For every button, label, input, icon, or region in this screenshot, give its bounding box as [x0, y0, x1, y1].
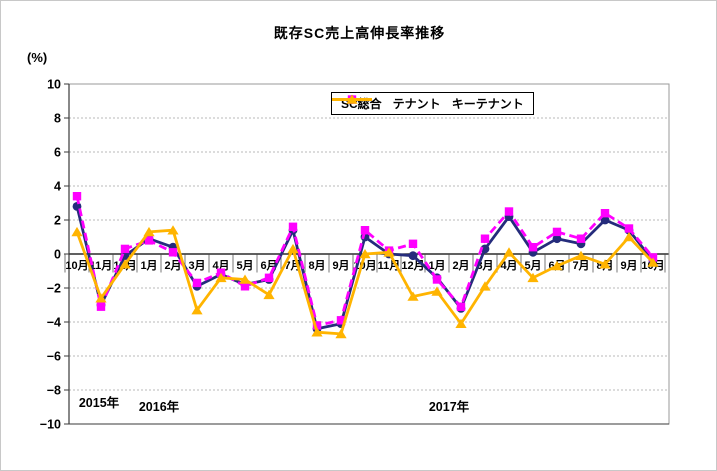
x-tick-label: 2月: [164, 259, 181, 272]
x-tick-label: 1月: [140, 259, 157, 272]
y-tick-label: 0: [54, 248, 61, 262]
data-point-marker: [432, 275, 442, 284]
data-point-marker: [408, 251, 418, 261]
data-point-marker: [527, 272, 539, 283]
data-point-marker: [503, 247, 515, 257]
x-tick-label: 2月: [452, 259, 469, 272]
data-point-marker: [552, 234, 562, 244]
data-point-marker: [192, 278, 202, 288]
data-point-marker: [167, 225, 179, 235]
data-point-marker: [528, 243, 538, 252]
data-point-marker: [480, 244, 490, 254]
data-point-marker: [599, 259, 611, 269]
data-point-marker: [480, 234, 490, 243]
data-point-marker: [336, 316, 346, 325]
data-point-marker: [120, 251, 130, 261]
data-point-marker: [191, 305, 203, 315]
data-point-marker: [455, 318, 467, 328]
y-tick-label: −6: [47, 350, 61, 364]
legend-marker-triangle-icon: [332, 94, 372, 104]
legend-marker-shape: [346, 94, 358, 104]
x-tick-label: 5月: [524, 259, 541, 272]
legend-item-2: キーテナント: [332, 94, 524, 112]
data-point-marker: [120, 244, 130, 254]
x-tick-label: 3月: [188, 259, 205, 272]
data-point-marker: [119, 259, 131, 269]
data-point-marker: [96, 302, 106, 311]
year-label: 2017年: [429, 399, 470, 414]
data-point-marker: [576, 234, 586, 243]
data-point-marker: [600, 215, 610, 225]
y-tick-label: 8: [54, 112, 61, 126]
data-point-marker: [431, 286, 443, 296]
series-テナント: [72, 192, 658, 330]
year-label: 2016年: [139, 399, 180, 414]
y-tick-label: −4: [47, 316, 61, 330]
data-point-marker: [551, 260, 563, 271]
legend-label: テナント: [392, 97, 441, 111]
data-point-marker: [360, 226, 370, 235]
x-tick-label: 5月: [236, 259, 253, 272]
x-tick-label: 11月: [90, 259, 113, 272]
data-point-marker: [408, 239, 418, 248]
y-tick-label: −8: [47, 384, 61, 398]
legend-item-1: テナント: [332, 95, 441, 112]
series-line: [75, 228, 655, 336]
x-tick-label: 9月: [620, 259, 637, 272]
data-point-marker: [359, 249, 371, 259]
data-point-marker: [335, 328, 347, 339]
data-point-marker: [312, 321, 322, 330]
data-point-marker: [575, 250, 587, 260]
data-point-marker: [215, 272, 227, 283]
x-tick-label: 12月: [401, 259, 424, 272]
chart-title: 既存SC売上高伸長率推移: [273, 25, 446, 41]
y-tick-label: −10: [40, 418, 61, 432]
x-tick-label: 8月: [308, 259, 325, 272]
y-tick-label: 6: [54, 146, 61, 160]
data-point-marker: [456, 302, 466, 311]
data-point-marker: [624, 224, 634, 233]
data-point-marker: [648, 253, 658, 262]
chart-legend: SC総合 テナント キーテナント: [331, 92, 534, 115]
y-tick-label: 10: [47, 78, 61, 92]
data-point-marker: [144, 236, 154, 245]
data-point-marker: [311, 327, 323, 337]
x-tick-label: 4月: [212, 259, 229, 272]
year-label: 2015年: [79, 395, 120, 410]
data-point-marker: [504, 207, 514, 216]
x-tick-label: 4月: [500, 259, 517, 272]
data-point-marker: [240, 282, 250, 291]
y-tick-label: 4: [54, 180, 61, 194]
series-キーテナント: [71, 225, 659, 339]
x-tick-label: 7月: [572, 259, 589, 272]
data-point-marker: [647, 257, 659, 267]
data-point-marker: [168, 248, 178, 257]
data-point-marker: [552, 227, 562, 237]
data-point-marker: [287, 243, 299, 254]
legend-label: キーテナント: [451, 97, 524, 111]
data-point-marker: [383, 247, 395, 257]
y-tick-label: −2: [47, 282, 61, 296]
data-point-marker: [95, 293, 107, 303]
y-axis-unit-label: (%): [27, 50, 48, 65]
data-point-marker: [216, 268, 226, 277]
data-point-marker: [71, 226, 83, 237]
data-point-marker: [479, 281, 491, 291]
data-point-marker: [263, 289, 275, 300]
data-point-marker: [407, 291, 419, 301]
data-point-marker: [264, 273, 274, 282]
data-point-marker: [288, 222, 298, 231]
x-tick-label: 1月: [428, 259, 445, 272]
data-point-marker: [239, 274, 251, 284]
data-point-marker: [72, 192, 82, 201]
x-tick-label: 10月: [65, 259, 88, 272]
y-tick-label: 2: [54, 214, 61, 228]
data-point-marker: [623, 232, 635, 242]
data-point-marker: [143, 226, 155, 237]
x-tick-label: 9月: [332, 259, 349, 272]
data-point-marker: [600, 209, 610, 218]
